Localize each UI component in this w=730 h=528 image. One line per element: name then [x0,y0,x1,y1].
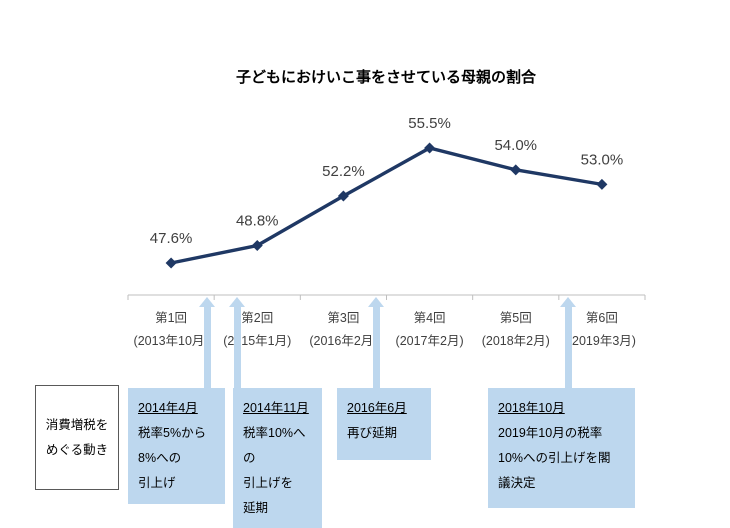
x-axis-label: 第1回 (2013年10月) [111,307,231,353]
data-point-marker [165,257,177,269]
data-point-label: 47.6% [150,230,193,247]
x-axis-label-date: (2013年10月) [133,334,209,348]
annotation-text-line: 再び延期 [347,426,398,440]
annotation-date: 2014年11月 [243,401,309,415]
data-point-label: 53.0% [581,151,624,168]
annotation-date: 2014年4月 [138,401,198,415]
x-axis-label-round: 第6回 [585,311,618,325]
x-axis-label-date: (2016年2月) [309,334,378,348]
annotation-box: 2014年4月 税率5%から 8%への引上げ [128,388,225,504]
data-point-label: 55.5% [408,115,451,132]
annotation-text-line: 10%への引上げを閣 [498,451,611,465]
x-axis-label: 第3回 (2016年2月) [283,307,403,353]
side-label-box: 消費増税を めぐる動き [35,385,119,490]
annotation-text-line: 議決定 [498,476,536,490]
annotation-box: 2014年11月税率10%への引上げを延期 [233,388,322,528]
annotation-date: 2018年10月 [498,401,565,415]
up-arrow-icon [229,297,245,388]
annotation-text-line: 引上げを [243,476,294,490]
side-label-line-1: 消費増税を [45,417,109,432]
annotation-text-line: 税率10%への [243,426,306,465]
data-point-label: 54.0% [494,137,537,154]
up-arrow-icon [199,297,215,388]
annotation-text-line: 2019年10月の税率 [498,426,603,440]
data-point-marker [424,142,436,154]
x-axis-label-round: 第3回 [327,311,360,325]
x-axis-label-round: 第5回 [499,311,532,325]
line-chart: 47.6% 48.8% 52.2% 55.5% 54.0% 53.0% [127,115,646,300]
side-label-line-2: めぐる動き [45,442,109,457]
data-point-marker [510,164,522,176]
x-axis-label-date: (2018年2月) [481,334,550,348]
data-point-marker [251,240,263,252]
up-arrow-icon [368,297,384,388]
chart-title: 子どもにおけいこ事をさせている母親の割合 [235,69,536,86]
x-axis-label-round: 第4回 [413,311,446,325]
data-point-marker [337,190,349,202]
series-line [170,146,603,265]
x-axis-label-date: (2017年2月) [395,334,464,348]
x-axis-label-date: (2019年3月) [567,334,636,348]
data-point-marker [596,178,608,190]
data-point-label: 52.2% [322,163,365,180]
annotation-text-line: 税率5%から [138,426,207,440]
x-axis-label: 第5回 (2018年2月) [456,307,576,353]
data-point-label: 48.8% [236,213,279,230]
x-axis-label-round: 第2回 [241,311,274,325]
annotation-text-line: 延期 [243,501,269,515]
annotation-text-line: 引上げ [138,476,176,490]
up-arrow-icon [560,297,576,388]
x-axis-label: 第6回 (2019年3月) [542,307,662,353]
annotation-box: 2016年6月 再び延期 [337,388,431,460]
x-axis-label-round: 第1回 [155,311,188,325]
annotation-text-line: 8%への [138,451,182,465]
x-axis-label: 第4回 (2017年2月) [370,307,490,353]
annotation-box: 2018年10月 2019年10月の税率 10%への引上げを閣 議決定 [488,388,635,508]
annotation-date: 2016年6月 [347,401,407,415]
